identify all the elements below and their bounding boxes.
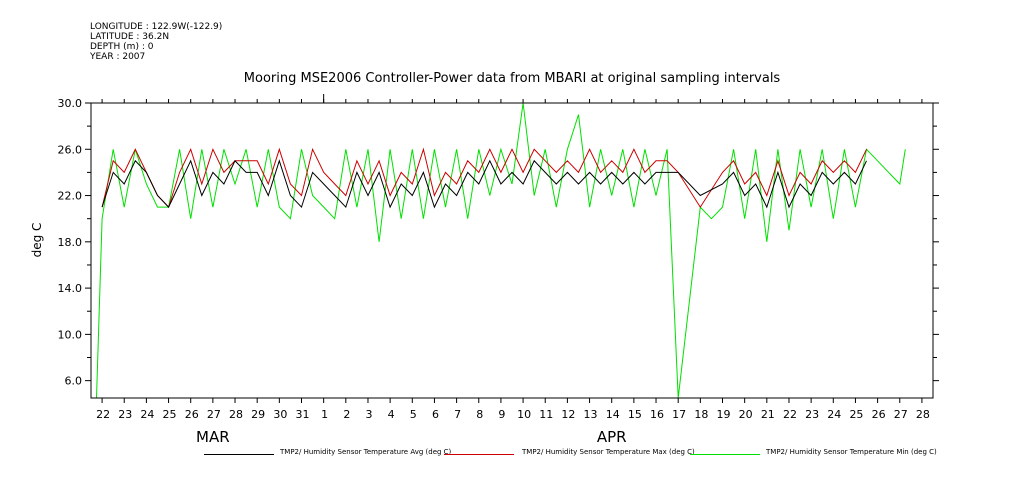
x-tick-label: 18 [694,408,708,421]
x-tick-label: 23 [118,408,132,421]
x-tick-label: 8 [476,408,483,421]
legend-label-max: TMP2/ Humidity Sensor Temperature Max (d… [522,448,695,456]
series-layer [96,102,906,399]
x-tick-label: 24 [140,408,154,421]
x-tick-label: 30 [273,408,287,421]
x-tick-label: 7 [454,408,461,421]
x-tick-label: 25 [163,408,177,421]
x-tick-label: 31 [296,408,310,421]
legend-label-min: TMP2/ Humidity Sensor Temperature Min (d… [766,448,937,456]
x-tick-label: 5 [410,408,417,421]
x-tick-label: 16 [650,408,664,421]
x-tick-label: 12 [561,408,575,421]
x-tick-label: 29 [251,408,265,421]
chart-title: Mooring MSE2006 Controller-Power data fr… [244,71,781,86]
y-tick-label: 10.0 [58,328,83,341]
month-label: APR [597,428,627,446]
x-tick-label: 17 [672,408,686,421]
y-tick-label: 30.0 [58,97,83,110]
y-tick-label: 14.0 [58,282,83,295]
x-tick-label: 24 [827,408,841,421]
x-tick-label: 1 [321,408,328,421]
metadata-block: LONGITUDE : 122.9W(-122.9) LATITUDE : 36… [90,22,222,62]
x-tick-label: 27 [207,408,221,421]
year-label: YEAR : 2007 [90,52,146,62]
legend: TMP2/ Humidity Sensor Temperature Avg (d… [0,446,1009,462]
x-tick-label: 9 [498,408,505,421]
axis-layer: 6.010.014.018.022.026.030.022 23 24 25 26 27 2… [58,94,939,446]
x-tick-label: 26 [185,408,199,421]
x-tick-label: 2 [343,408,350,421]
series-line-max [101,147,867,209]
latitude-label: LATITUDE : 36.2N [90,32,170,42]
y-tick-label: 22.0 [58,190,83,203]
x-tick-label: 25 [849,408,863,421]
depth-label: DEPTH (m) : 0 [90,42,154,52]
x-tick-label: 21 [761,408,775,421]
x-tick-label: 28 [229,408,243,421]
legend-swatch-max [444,454,514,455]
y-tick-label: 6.0 [65,375,83,388]
x-tick-label: 19 [717,408,731,421]
x-tick-label: 3 [365,408,372,421]
legend-swatch-avg [204,454,274,455]
x-tick-label: 20 [739,408,753,421]
y-axis-label: deg C [30,223,44,258]
legend-swatch-min [690,454,760,455]
longitude-label: LONGITUDE : 122.9W(-122.9) [90,22,223,32]
x-tick-label: 22 [783,408,797,421]
x-tick-label: 15 [628,408,642,421]
x-tick-label: 28 [916,408,930,421]
x-tick-label: 10 [517,408,531,421]
y-tick-label: 26.0 [58,143,83,156]
x-tick-label: 6 [432,408,439,421]
x-tick-label: 26 [872,408,886,421]
y-tick-label: 18.0 [58,236,83,249]
x-tick-label: 22 [96,408,110,421]
legend-label-avg: TMP2/ Humidity Sensor Temperature Avg (d… [280,448,452,456]
month-label: MAR [196,428,230,446]
x-tick-label: 23 [805,408,819,421]
x-tick-label: 11 [539,408,553,421]
x-tick-label: 4 [388,408,395,421]
x-tick-label: 27 [894,408,908,421]
series-line-min [96,102,906,399]
x-tick-label: 14 [606,408,620,421]
x-tick-label: 13 [584,408,598,421]
plot-frame [90,102,934,399]
series-line-avg [101,159,867,209]
